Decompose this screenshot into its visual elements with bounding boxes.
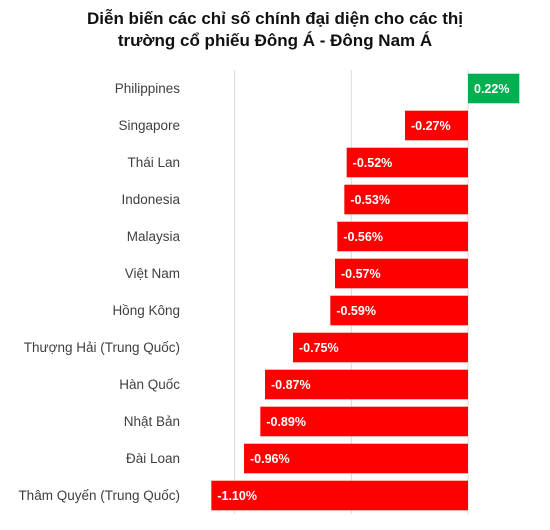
- bar-11: [211, 480, 469, 511]
- bar-2: [346, 147, 468, 178]
- category-label-0: Philippines: [115, 81, 181, 96]
- chart-title: Diễn biến các chỉ số chính đại diện cho …: [0, 8, 550, 52]
- data-label-11: -1.10%: [217, 489, 257, 503]
- data-label-2: -0.52%: [353, 156, 393, 170]
- category-label-3: Indonesia: [121, 192, 180, 207]
- category-label-6: Hồng Kông: [112, 303, 180, 318]
- bar-8: [265, 369, 468, 400]
- bar-10: [244, 443, 468, 474]
- data-label-7: -0.75%: [299, 341, 339, 355]
- category-label-9: Nhật Bản: [124, 414, 180, 429]
- data-label-9: -0.89%: [266, 415, 306, 429]
- bar-3: [344, 184, 468, 215]
- category-label-11: Thâm Quyến (Trung Quốc): [18, 488, 180, 503]
- bar-0: [468, 73, 520, 104]
- bar-1: [405, 110, 468, 141]
- data-label-5: -0.57%: [341, 267, 381, 281]
- category-label-8: Hàn Quốc: [119, 377, 180, 392]
- category-label-10: Đài Loan: [126, 451, 180, 466]
- data-label-3: -0.53%: [350, 193, 390, 207]
- data-label-0: 0.22%: [474, 82, 509, 96]
- data-label-8: -0.87%: [271, 378, 311, 392]
- bar-9: [260, 406, 468, 437]
- category-label-1: Singapore: [118, 118, 180, 133]
- category-label-7: Thượng Hải (Trung Quốc): [24, 340, 180, 355]
- bar-5: [335, 258, 468, 289]
- chart-title-line-2: trường cổ phiếu Đông Á - Đông Nam Á: [117, 31, 433, 50]
- data-label-1: -0.27%: [411, 119, 451, 133]
- bar-7: [293, 332, 468, 363]
- bar-6: [330, 295, 468, 326]
- category-label-5: Việt Nam: [125, 266, 180, 281]
- data-label-6: -0.59%: [336, 304, 376, 318]
- category-label-4: Malaysia: [127, 229, 181, 244]
- data-label-10: -0.96%: [250, 452, 290, 466]
- category-label-2: Thái Lan: [127, 155, 180, 170]
- chart-title-line-1: Diễn biến các chỉ số chính đại diện cho …: [87, 9, 463, 28]
- bar-4: [337, 221, 468, 252]
- data-label-4: -0.56%: [343, 230, 383, 244]
